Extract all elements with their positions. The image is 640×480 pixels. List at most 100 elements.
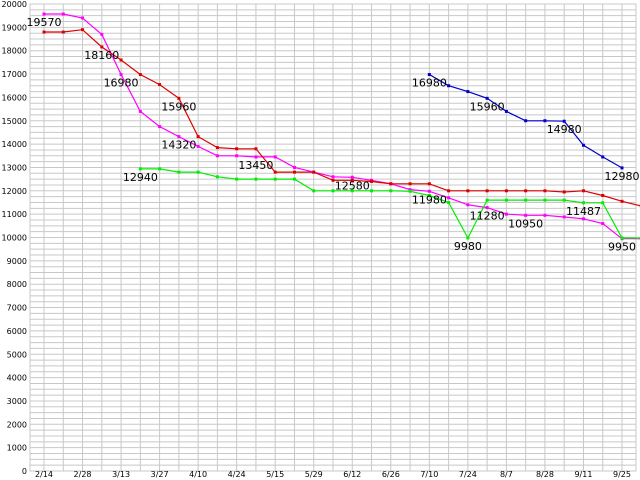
data-point bbox=[331, 175, 335, 179]
data-point bbox=[408, 188, 412, 192]
data-point bbox=[350, 178, 354, 182]
data-point bbox=[524, 213, 528, 217]
x-tick-label: 3/13 bbox=[112, 470, 130, 479]
data-point bbox=[254, 177, 258, 181]
data-point bbox=[42, 12, 46, 16]
data-label: 10950 bbox=[508, 217, 543, 230]
data-point bbox=[215, 154, 219, 158]
data-point bbox=[466, 236, 470, 240]
data-point bbox=[504, 198, 508, 202]
y-tick-label: 13000 bbox=[2, 163, 27, 172]
y-tick-label: 19000 bbox=[2, 23, 27, 32]
data-label: 14980 bbox=[547, 123, 582, 136]
data-label: 12580 bbox=[335, 179, 370, 192]
data-point bbox=[196, 135, 200, 139]
data-point bbox=[273, 177, 277, 181]
data-point bbox=[427, 182, 431, 186]
data-point bbox=[504, 189, 508, 193]
y-tick-label: 11000 bbox=[2, 210, 27, 219]
y-tick-label: 5000 bbox=[7, 350, 27, 359]
data-point bbox=[235, 177, 239, 181]
data-point bbox=[427, 73, 431, 77]
data-point bbox=[138, 109, 142, 113]
data-point bbox=[254, 155, 258, 159]
data-point bbox=[42, 30, 46, 34]
data-point bbox=[408, 189, 412, 193]
data-point bbox=[370, 189, 374, 193]
data-point bbox=[254, 147, 258, 151]
data-point bbox=[581, 189, 585, 193]
data-point bbox=[543, 189, 547, 193]
data-point bbox=[581, 217, 585, 221]
data-point bbox=[119, 58, 123, 62]
data-point bbox=[504, 109, 508, 113]
y-tick-label: 15000 bbox=[2, 117, 27, 126]
data-point bbox=[81, 16, 85, 20]
series-line-0 bbox=[44, 13, 640, 240]
data-label: 12980 bbox=[605, 170, 640, 183]
data-label: 18160 bbox=[84, 49, 119, 62]
data-point bbox=[312, 170, 316, 174]
data-point bbox=[543, 213, 547, 217]
y-axis-ticks: 0 1000 2000 3000 4000 5000 6000 7000 8000 9000 100… bbox=[2, 0, 27, 476]
data-label: 9980 bbox=[454, 240, 482, 253]
data-point bbox=[562, 215, 566, 219]
x-tick-label: 9/11 bbox=[574, 470, 592, 479]
y-tick-label: 4000 bbox=[7, 374, 27, 383]
x-tick-label: 4/24 bbox=[228, 470, 246, 479]
x-tick-label: 2/14 bbox=[35, 470, 53, 479]
data-point bbox=[427, 193, 431, 197]
data-point bbox=[138, 73, 142, 77]
data-point bbox=[601, 193, 605, 197]
data-point bbox=[620, 199, 624, 203]
y-tick-label: 16000 bbox=[2, 93, 27, 102]
data-point bbox=[273, 170, 277, 174]
data-point bbox=[331, 178, 335, 182]
data-label: 12940 bbox=[123, 171, 158, 184]
y-tick-label: 18000 bbox=[2, 47, 27, 56]
data-point bbox=[504, 212, 508, 216]
data-point bbox=[158, 83, 162, 87]
data-point bbox=[292, 165, 296, 169]
series-group bbox=[42, 12, 640, 241]
data-point bbox=[292, 170, 296, 174]
data-point bbox=[485, 206, 489, 210]
data-point bbox=[119, 73, 123, 77]
data-point bbox=[543, 198, 547, 202]
grid bbox=[30, 3, 636, 472]
data-point bbox=[389, 189, 393, 193]
data-point bbox=[331, 189, 335, 193]
data-point bbox=[100, 45, 104, 49]
data-point bbox=[562, 119, 566, 123]
x-tick-label: 7/10 bbox=[420, 470, 438, 479]
data-point bbox=[466, 90, 470, 94]
y-tick-label: 9000 bbox=[7, 257, 27, 266]
x-tick-label: 4/10 bbox=[189, 470, 207, 479]
data-label: 14320 bbox=[161, 139, 196, 152]
data-point bbox=[350, 189, 354, 193]
data-point bbox=[447, 84, 451, 88]
x-tick-label: 5/29 bbox=[305, 470, 323, 479]
x-tick-label: 7/24 bbox=[459, 470, 477, 479]
data-point bbox=[408, 182, 412, 186]
data-point bbox=[196, 144, 200, 148]
data-point bbox=[620, 166, 624, 170]
series-line-1 bbox=[44, 29, 640, 207]
x-tick-label: 2/28 bbox=[74, 470, 92, 479]
data-point bbox=[389, 182, 393, 186]
data-point bbox=[524, 198, 528, 202]
y-tick-label: 10000 bbox=[2, 234, 27, 243]
data-point bbox=[235, 147, 239, 151]
data-point bbox=[158, 167, 162, 171]
data-point bbox=[138, 167, 142, 171]
y-tick-label: 0 bbox=[22, 467, 27, 476]
data-point bbox=[177, 170, 181, 174]
data-point bbox=[620, 236, 624, 240]
data-point bbox=[215, 175, 219, 179]
x-tick-label: 8/28 bbox=[536, 470, 554, 479]
data-point bbox=[601, 201, 605, 205]
data-point bbox=[215, 146, 219, 150]
y-tick-label: 8000 bbox=[7, 280, 27, 289]
data-point bbox=[447, 189, 451, 193]
